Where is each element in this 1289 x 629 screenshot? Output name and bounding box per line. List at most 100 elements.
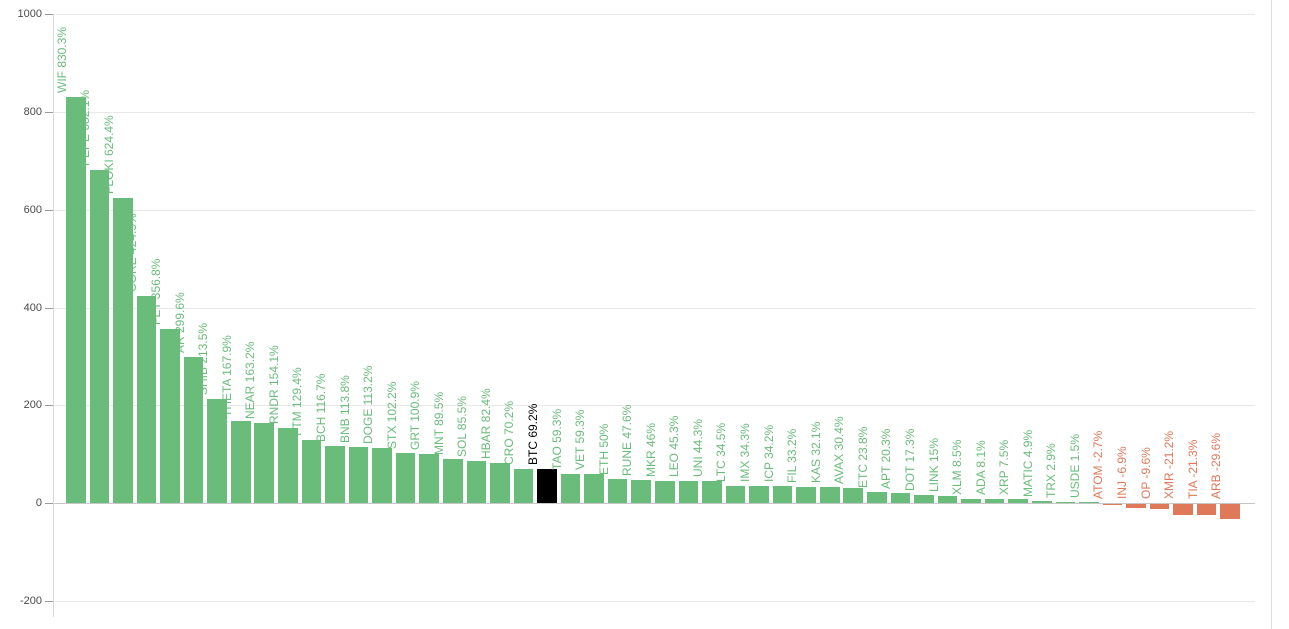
bar-fet[interactable] xyxy=(160,328,180,504)
bar-rndr[interactable] xyxy=(278,427,298,504)
bar-atom[interactable] xyxy=(1102,504,1123,506)
right-edge-divider xyxy=(1271,0,1272,629)
bar-label-imx: IMX 34.3% xyxy=(738,423,753,483)
bar-label-bnb: BNB 113.8% xyxy=(337,375,352,444)
gridline xyxy=(52,14,1255,15)
bar-stx[interactable] xyxy=(395,453,416,504)
bar-theta[interactable] xyxy=(230,421,251,504)
bar-ada[interactable] xyxy=(984,499,1005,504)
y-axis-tick xyxy=(44,503,53,505)
bar-label-kas: KAS 32.1% xyxy=(808,422,823,484)
bar-label-ltc: LTC 34.5% xyxy=(714,423,729,483)
bar-icp[interactable] xyxy=(772,486,793,504)
bar-label-ftm: FTM 129.4% xyxy=(290,367,305,436)
bar-hbar[interactable] xyxy=(490,462,510,504)
bar-mkr[interactable] xyxy=(655,480,675,504)
bar-label-near: NEAR 163.2% xyxy=(243,341,258,420)
y-axis-tick-label: 800 xyxy=(23,105,42,118)
bar-usde[interactable] xyxy=(1079,502,1099,504)
gridline xyxy=(52,111,1255,113)
bar-ltc[interactable] xyxy=(725,486,746,504)
zero-gridline xyxy=(52,503,1255,505)
bar-op[interactable] xyxy=(1149,504,1170,509)
y-axis-tick xyxy=(44,209,53,211)
bar-dot[interactable] xyxy=(914,494,934,504)
bar-label-uni: UNI 44.3% xyxy=(690,419,705,478)
bar-shib[interactable] xyxy=(207,398,227,504)
bar-label-leo: LEO 45.3% xyxy=(667,415,682,477)
bar-link[interactable] xyxy=(937,495,958,504)
bar-eth[interactable] xyxy=(607,478,628,504)
bar-tia[interactable] xyxy=(1196,504,1217,515)
bar-pepe[interactable] xyxy=(89,169,110,504)
y-axis-tick-label: 0 xyxy=(35,497,42,510)
bar-wif[interactable] xyxy=(66,97,86,504)
bar-core[interactable] xyxy=(136,295,157,504)
bar-label-core: CORE 424.5% xyxy=(125,212,140,292)
bar-inj[interactable] xyxy=(1126,504,1146,508)
y-axis-tick xyxy=(44,307,53,309)
bar-near[interactable] xyxy=(254,423,275,504)
bar-label-doge: DOGE 113.2% xyxy=(361,365,376,444)
bar-label-tia: TIA -21.3% xyxy=(1185,439,1200,500)
bar-floki[interactable] xyxy=(113,197,133,504)
y-axis-tick-label: 1000 xyxy=(17,8,42,20)
bar-label-btc: BTC 69.2% xyxy=(526,403,540,466)
gridline xyxy=(52,405,1255,407)
y-axis-tick-label: 400 xyxy=(23,301,42,314)
bar-vet[interactable] xyxy=(584,474,604,504)
bar-label-inj: INJ -6.9% xyxy=(1115,446,1129,500)
bar-label-xrp: XRP 7.5% xyxy=(997,440,1012,496)
bar-fil[interactable] xyxy=(796,486,816,504)
bar-xlm[interactable] xyxy=(961,499,981,504)
bar-etc[interactable] xyxy=(867,491,887,504)
bar-label-usde: USDE 1.5% xyxy=(1067,434,1082,499)
bar-trx[interactable] xyxy=(1055,501,1076,504)
bar-sol[interactable] xyxy=(466,461,487,504)
bar-apt[interactable] xyxy=(890,493,911,504)
bar-imx[interactable] xyxy=(749,486,769,504)
bar-leo[interactable] xyxy=(678,481,699,504)
bar-label-rndr: RNDR 154.1% xyxy=(266,345,281,424)
y-axis-tick-label: -200 xyxy=(19,595,42,607)
bar-label-etc: ETC 23.8% xyxy=(855,426,870,488)
bar-grt[interactable] xyxy=(419,453,439,504)
bar-bnb[interactable] xyxy=(348,447,369,504)
bar-matic[interactable] xyxy=(1031,500,1052,504)
bar-label-pepe: PEPE 682.1% xyxy=(78,89,93,166)
bar-rune[interactable] xyxy=(631,479,652,504)
bar-uni[interactable] xyxy=(702,481,722,504)
bar-kas[interactable] xyxy=(819,487,840,504)
gridline xyxy=(52,209,1255,211)
bar-label-mkr: MKR 46% xyxy=(643,422,658,477)
bar-label-stx: STX 102.2% xyxy=(384,381,399,450)
bar-label-vet: VET 59.3% xyxy=(573,409,588,471)
bar-label-rune: RUNE 47.6% xyxy=(620,404,635,476)
y-axis-tick xyxy=(44,405,53,407)
bar-label-matic: MATIC 4.9% xyxy=(1020,429,1035,497)
bar-xrp[interactable] xyxy=(1008,499,1028,504)
bar-label-hbar: HBAR 82.4% xyxy=(478,388,493,459)
bar-doge[interactable] xyxy=(372,447,392,504)
bar-btc[interactable] xyxy=(537,469,557,504)
bar-label-sol: SOL 85.5% xyxy=(455,396,470,458)
bar-label-op: OP -9.6% xyxy=(1138,447,1153,500)
bar-tao[interactable] xyxy=(560,474,581,504)
y-axis-tick-label: 200 xyxy=(23,399,42,412)
bar-cro[interactable] xyxy=(513,468,534,504)
bar-label-eth: ETH 50% xyxy=(596,423,611,475)
bar-ar[interactable] xyxy=(183,356,204,504)
bar-arb[interactable] xyxy=(1220,504,1241,519)
bar-mnt[interactable] xyxy=(442,459,463,504)
bar-label-bch: BCH 116.7% xyxy=(313,373,328,443)
y-axis-tick xyxy=(44,601,53,602)
bar-xmr[interactable] xyxy=(1173,504,1193,515)
gridline xyxy=(52,307,1255,309)
bar-ftm[interactable] xyxy=(301,439,322,504)
bar-label-grt: GRT 100.9% xyxy=(408,380,423,450)
bar-label-shib: SHIB 213.5% xyxy=(196,322,211,395)
bar-bch[interactable] xyxy=(325,446,345,504)
bar-avax[interactable] xyxy=(843,488,864,504)
bar-label-ada: ADA 8.1% xyxy=(973,440,988,496)
